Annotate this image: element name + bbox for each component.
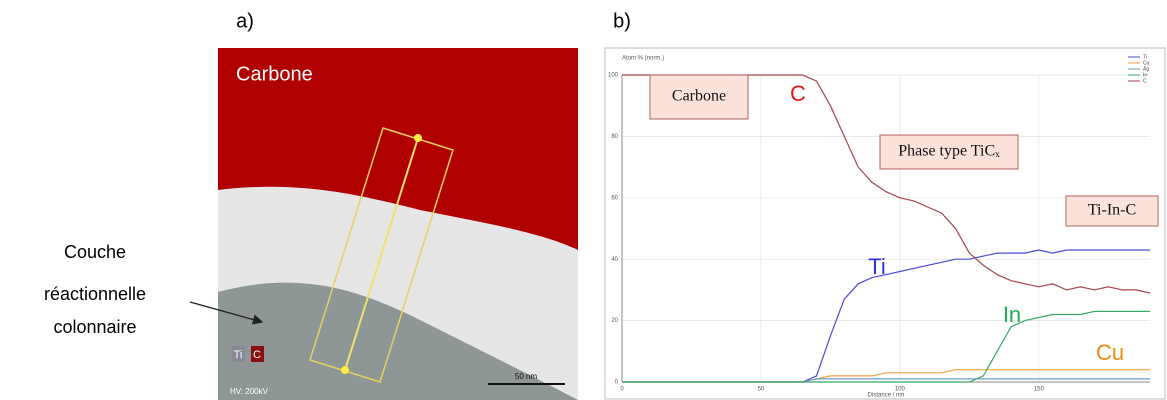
legend-label: In — [1143, 72, 1147, 78]
panel-label: b) — [613, 10, 631, 32]
panel-label: a) — [236, 10, 254, 32]
legend-label: Ti — [1143, 54, 1147, 60]
y-tick-label: 0 — [615, 380, 619, 386]
legend-label: Cu — [1143, 60, 1150, 66]
x-tick-label: 100 — [895, 387, 906, 393]
annotation-arrow — [189, 301, 264, 325]
annotation: Couche — [64, 242, 126, 262]
y-tick-label: 80 — [611, 134, 618, 140]
voltage: HV: 200kV — [230, 387, 269, 396]
annotation-box — [879, 134, 1019, 170]
annotation-box — [649, 74, 749, 120]
legend-swatch — [232, 346, 245, 362]
annotation: réactionnelle — [44, 284, 146, 304]
scale-label: 50 nm — [515, 372, 538, 381]
scan-point — [341, 366, 349, 374]
annotation: Carbone — [672, 88, 726, 105]
scan-box — [309, 127, 454, 383]
legend-label: Ti — [234, 349, 243, 361]
y-tick-label: 20 — [611, 318, 618, 324]
annotation: colonnaire — [53, 317, 136, 337]
x-tick-label: 50 — [758, 387, 765, 393]
scan-point — [414, 134, 422, 142]
y-axis-title: Atom % (norm.) — [622, 56, 664, 62]
eds-map: Carbone Ti C HV: 200kV 50 nm — [218, 48, 578, 400]
y-tick-label: 60 — [611, 195, 618, 201]
legend-label: C — [1143, 78, 1147, 84]
legend-label: Ag — [1143, 66, 1149, 72]
annotation: Ti — [868, 254, 886, 279]
legend-swatch — [251, 346, 264, 362]
annotation: Phase type TiCₓ — [898, 143, 1000, 160]
titanium-zone — [218, 282, 578, 400]
y-tick-label: 100 — [608, 73, 619, 79]
map-title: Carbone — [236, 63, 313, 85]
series-line — [622, 310, 1150, 383]
annotation: Ti-In-C — [1088, 202, 1136, 219]
scan-line — [344, 137, 419, 371]
x-tick-label: 150 — [1034, 387, 1045, 393]
x-tick-label: 0 — [620, 387, 624, 393]
annotation: C — [790, 81, 806, 106]
legend-label: C — [253, 349, 261, 361]
annotation-box — [1065, 195, 1159, 227]
y-tick-label: 40 — [611, 257, 618, 263]
x-axis-title: Distance / nm — [868, 393, 905, 399]
annotation: In — [1003, 302, 1021, 327]
annotation: Cu — [1096, 340, 1124, 365]
